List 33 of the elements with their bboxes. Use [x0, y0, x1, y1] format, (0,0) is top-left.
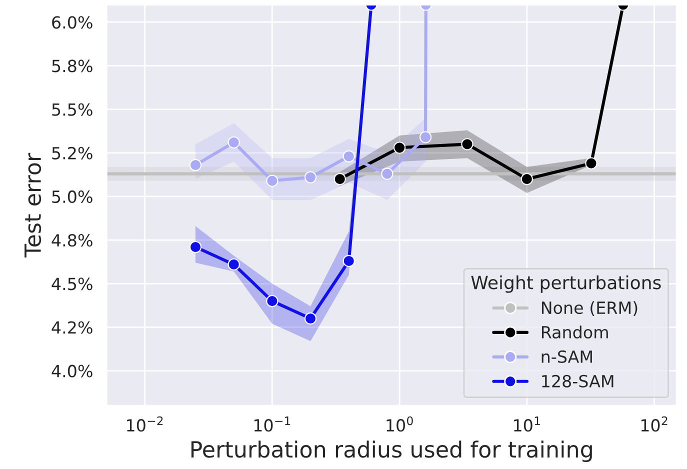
point	[419, 131, 432, 144]
point	[189, 159, 202, 172]
y-tick-label: 5.2%	[52, 146, 92, 160]
point	[266, 295, 278, 308]
point	[304, 171, 317, 184]
y-tick-label: 5.8%	[52, 60, 92, 72]
y-tick-label: 5.5%	[52, 103, 92, 116]
y-tick-label: 4.5%	[52, 278, 92, 290]
point	[304, 312, 317, 325]
point	[342, 150, 355, 162]
point	[266, 174, 278, 187]
x-tick-label: 10$^{0}$	[386, 416, 413, 432]
x-tick-label: 10$^{−1}$	[254, 416, 290, 432]
x-tick-label: 10$^{−2}$	[127, 416, 163, 432]
y-tick-label: 5.0%	[52, 190, 92, 204]
x-tick-label: 10$^{1}$	[514, 416, 540, 432]
legend-label: 128-SAM	[542, 374, 614, 388]
x-axis-title: Perturbation radius used for training	[191, 440, 592, 462]
y-axis-title: Test error	[24, 152, 42, 258]
legend-label: Random	[542, 326, 608, 339]
y-tick-label: 4.2%	[52, 321, 92, 334]
legend-label: n-SAM	[542, 350, 592, 363]
y-tick-label: 6.0%	[52, 16, 92, 29]
point	[342, 254, 355, 268]
point	[189, 240, 202, 254]
y-tick-label: 4.8%	[52, 234, 92, 247]
legend-label: None (ERM)	[542, 301, 638, 316]
point	[381, 168, 394, 180]
x-tick-label: 10$^{2}$	[641, 416, 668, 432]
point	[228, 136, 240, 148]
point	[228, 258, 240, 271]
y-tick-label: 4.0%	[52, 364, 92, 378]
legend-title: Weight perturbations	[471, 275, 661, 293]
